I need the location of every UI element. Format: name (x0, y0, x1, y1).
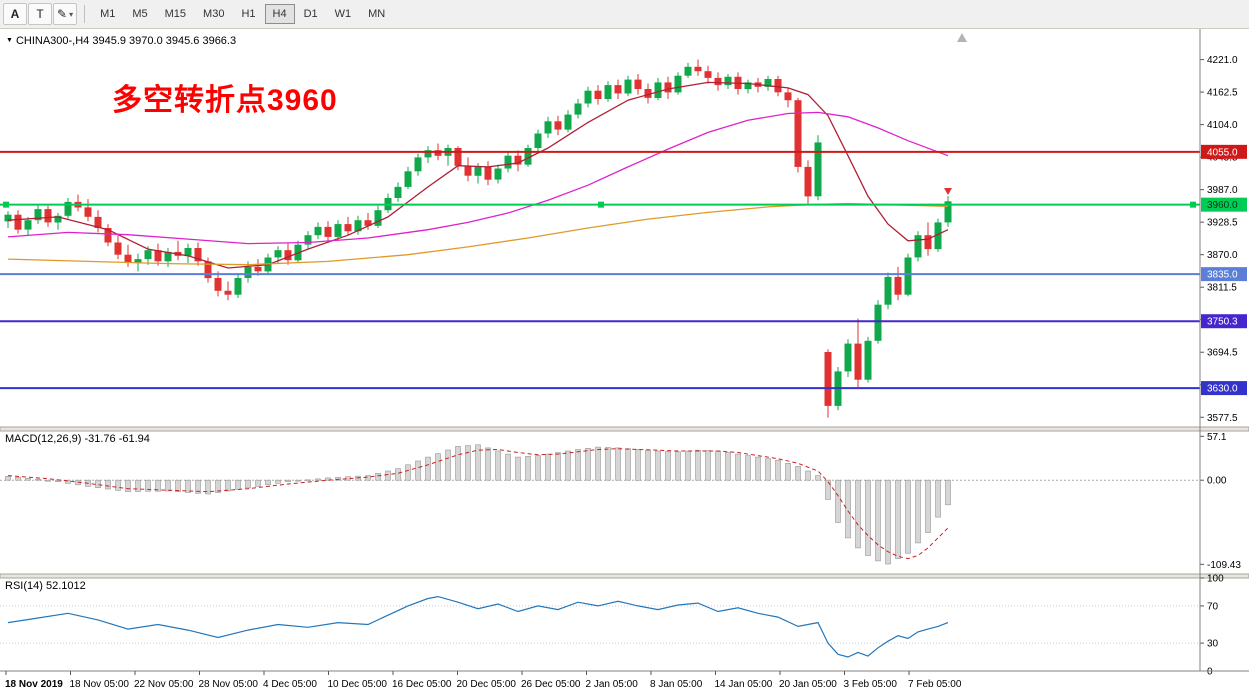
svg-text:3630.0: 3630.0 (1207, 384, 1238, 395)
hline-price-badge (1201, 144, 1247, 159)
hline-price-badge (1201, 197, 1247, 212)
svg-text:4221.0: 4221.0 (1207, 55, 1238, 66)
svg-text:4104.0: 4104.0 (1207, 120, 1238, 131)
svg-text:3811.5: 3811.5 (1207, 283, 1237, 294)
svg-text:3928.5: 3928.5 (1207, 218, 1238, 229)
svg-text:30: 30 (1207, 639, 1219, 650)
svg-text:26 Dec 05:00: 26 Dec 05:00 (521, 679, 581, 690)
hline-handle[interactable] (1190, 201, 1196, 208)
toolbar-separator (84, 5, 86, 23)
panel-splitter-rsi[interactable] (0, 573, 1249, 579)
chevron-down-icon: ▾ (69, 9, 74, 19)
type-tool-icon: T (36, 7, 44, 21)
svg-text:3960.0: 3960.0 (1207, 200, 1238, 211)
macd-signal-line (7, 448, 949, 560)
timeframe-mn-button[interactable]: MN (360, 4, 393, 24)
svg-text:3577.5: 3577.5 (1207, 413, 1238, 424)
svg-text:2 Jan 05:00: 2 Jan 05:00 (586, 679, 639, 690)
svg-text:57.1: 57.1 (1207, 432, 1227, 443)
pencil-icon: ✎ (57, 7, 68, 21)
top-toolbar: A T ✎ ▾ M1 M5 M15 M30 H1 H4 D1 W1 MN (0, 0, 1249, 29)
timeframe-m30-button[interactable]: M30 (195, 4, 232, 24)
hline-price-badge (1201, 381, 1247, 396)
svg-text:3694.5: 3694.5 (1207, 348, 1238, 359)
text-annotation-tool-button[interactable]: A (3, 3, 27, 25)
type-tool-button[interactable]: T (28, 3, 52, 25)
timeframe-m15-button[interactable]: M15 (157, 4, 194, 24)
svg-text:3870.0: 3870.0 (1207, 250, 1238, 261)
svg-text:18 Nov 2019: 18 Nov 2019 (5, 679, 63, 690)
hline-handle[interactable] (3, 201, 9, 208)
svg-text:22 Nov 05:00: 22 Nov 05:00 (134, 679, 194, 690)
ma-mid-line (7, 111, 949, 245)
timeframe-w1-button[interactable]: W1 (327, 4, 360, 24)
svg-text:18 Nov 05:00: 18 Nov 05:00 (70, 679, 130, 690)
svg-text:3750.3: 3750.3 (1207, 317, 1238, 328)
svg-text:16 Dec 05:00: 16 Dec 05:00 (392, 679, 452, 690)
timeframe-m1-button[interactable]: M1 (92, 4, 123, 24)
hline-price-badge (1201, 267, 1247, 282)
candles-layer (4, 59, 952, 418)
rsi-line (7, 595, 949, 658)
svg-text:3987.0: 3987.0 (1207, 185, 1238, 196)
chart-background (0, 29, 1249, 700)
hline-price-badge (1201, 314, 1247, 329)
svg-text:100: 100 (1207, 574, 1224, 585)
svg-text:4055.0: 4055.0 (1207, 147, 1238, 158)
chart-shift-marker[interactable] (957, 33, 967, 42)
drawing-tool-dropdown[interactable]: ✎ ▾ (53, 3, 78, 25)
svg-text:10 Dec 05:00: 10 Dec 05:00 (328, 679, 388, 690)
svg-text:70: 70 (1207, 601, 1219, 612)
svg-text:20 Jan 05:00: 20 Jan 05:00 (779, 679, 837, 690)
hline-handle[interactable] (598, 201, 604, 208)
svg-text:8 Jan 05:00: 8 Jan 05:00 (650, 679, 703, 690)
svg-text:0.00: 0.00 (1207, 476, 1227, 487)
svg-text:7 Feb 05:00: 7 Feb 05:00 (908, 679, 962, 690)
svg-text:-109.43: -109.43 (1207, 560, 1241, 571)
timeframe-d1-button[interactable]: D1 (296, 4, 326, 24)
svg-text:0: 0 (1207, 667, 1213, 678)
timeframe-h4-button[interactable]: H4 (264, 4, 295, 24)
svg-text:3835.0: 3835.0 (1207, 270, 1238, 281)
text-tool-icon: A (10, 7, 20, 21)
chart-area: 4221.04162.54104.04045.53987.03928.53870… (0, 29, 1249, 700)
latest-bar-marker-icon (944, 188, 952, 195)
svg-text:20 Dec 05:00: 20 Dec 05:00 (457, 679, 517, 690)
svg-text:14 Jan 05:00: 14 Jan 05:00 (715, 679, 773, 690)
svg-text:4 Dec 05:00: 4 Dec 05:00 (263, 679, 317, 690)
timeframe-h1-button[interactable]: H1 (233, 4, 263, 24)
svg-text:28 Nov 05:00: 28 Nov 05:00 (199, 679, 259, 690)
panel-splitter-macd[interactable] (0, 426, 1249, 432)
time-axis[interactable]: 18 Nov 2019 18 Nov 05:00 22 Nov 05:00 28 No… (5, 671, 962, 690)
svg-text:4162.5: 4162.5 (1207, 88, 1238, 99)
timeframe-m5-button[interactable]: M5 (124, 4, 155, 24)
svg-text:3 Feb 05:00: 3 Feb 05:00 (844, 679, 898, 690)
chart-canvas[interactable]: 4221.04162.54104.04045.53987.03928.53870… (0, 29, 1249, 700)
